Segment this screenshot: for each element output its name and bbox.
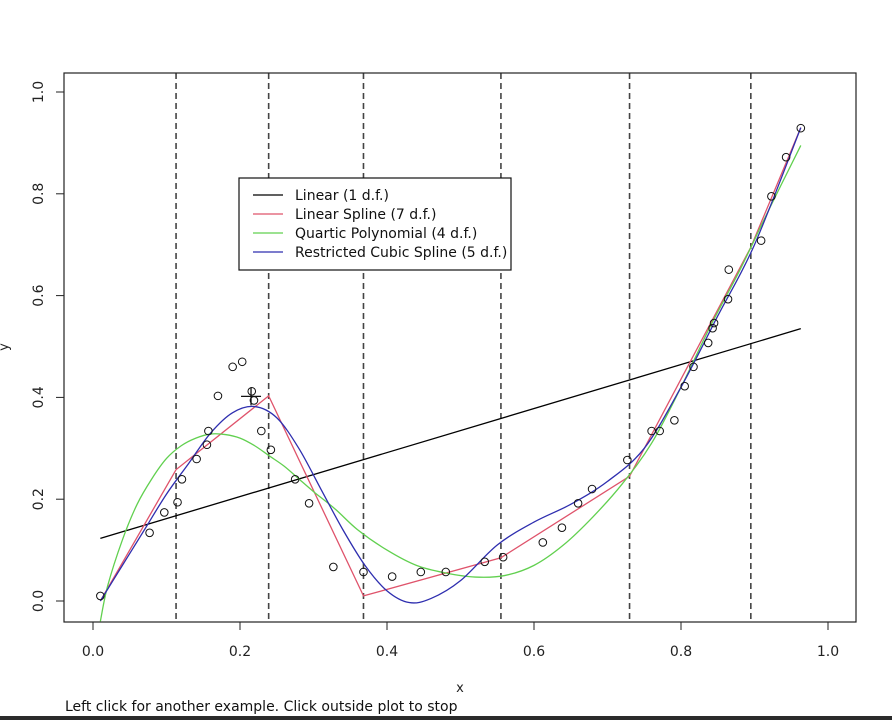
- y-tick-label: 0.4: [31, 386, 47, 408]
- data-point: [724, 265, 734, 274]
- data-point: [796, 123, 806, 133]
- data-point: [387, 572, 397, 581]
- legend: Linear (1 d.f.) Linear Spline (7 d.f.) Qua…: [238, 177, 512, 271]
- status-bar-line: [0, 716, 892, 720]
- series-line-1: [100, 328, 801, 540]
- x-tick-label: 0.4: [376, 644, 398, 660]
- x-tick-label: 0.2: [229, 644, 251, 660]
- y-tick-label: 0.6: [31, 284, 47, 306]
- y-tick-label: 0.0: [31, 590, 47, 612]
- data-point: [441, 567, 451, 577]
- data-point: [703, 338, 713, 348]
- data-point: [213, 391, 223, 401]
- data-point: [96, 591, 105, 601]
- data-point: [416, 567, 426, 577]
- x-tick-label: 0.0: [82, 644, 104, 660]
- data-point: [145, 528, 154, 538]
- data-point: [480, 557, 490, 567]
- data-point: [767, 192, 776, 201]
- x-tick-label: 0.6: [523, 644, 545, 660]
- x-axis-label: x: [456, 681, 464, 696]
- data-point: [587, 484, 597, 494]
- data-point: [723, 294, 733, 304]
- data-point: [237, 357, 247, 367]
- data-point: [290, 475, 300, 484]
- knot-lines: [175, 73, 752, 622]
- data-point: [329, 562, 338, 572]
- data-point: [359, 567, 368, 577]
- data-point: [756, 236, 766, 245]
- series-line-3: [99, 145, 802, 622]
- data-point: [781, 152, 791, 162]
- y-tick-label: 1.0: [31, 81, 47, 103]
- data-point: [708, 323, 717, 333]
- series-line-2: [99, 127, 802, 602]
- data-point: [159, 508, 169, 517]
- data-point: [304, 498, 314, 508]
- data-point: [266, 445, 276, 455]
- data-point: [538, 538, 548, 547]
- y-tick-label: 0.8: [31, 183, 47, 205]
- data-point: [670, 416, 679, 425]
- status-message: Left click for another example. Click ou…: [65, 699, 458, 715]
- data-point: [557, 523, 567, 533]
- legend-label-4: Restricted Cubic Spline (5 d.f.): [295, 245, 507, 261]
- data-point: [573, 498, 583, 508]
- legend-box: [238, 177, 512, 271]
- data-point: [173, 497, 182, 507]
- y-axis-label: y: [0, 343, 12, 351]
- data-point: [202, 440, 212, 450]
- data-point: [228, 362, 237, 372]
- data-point: [655, 426, 664, 436]
- crosshair-cursor: [241, 387, 262, 406]
- x-tick-label: 1.0: [817, 644, 839, 660]
- data-point: [247, 386, 257, 396]
- legend-label-3: Quartic Polynomial (4 d.f.): [295, 226, 477, 242]
- data-point: [192, 454, 201, 464]
- y-tick-label: 0.2: [31, 488, 47, 510]
- legend-label-1: Linear (1 d.f.): [295, 188, 389, 204]
- data-point: [177, 475, 187, 484]
- axes: 0.0 0.2 0.4 0.6 0.8 1.0 0.0 0.2 0.4 0.6 0.8 1.0 x y: [0, 72, 857, 696]
- data-point: [709, 318, 719, 328]
- legend-label-2: Linear Spline (7 d.f.): [295, 207, 436, 223]
- data-point: [498, 552, 508, 562]
- data-point: [204, 426, 213, 436]
- data-point: [257, 426, 266, 436]
- data-point: [689, 362, 698, 372]
- data-point: [680, 381, 689, 391]
- data-points: [96, 123, 806, 601]
- plot-frame: [63, 72, 857, 623]
- data-point: [623, 455, 632, 465]
- x-tick-label: 0.8: [670, 644, 692, 660]
